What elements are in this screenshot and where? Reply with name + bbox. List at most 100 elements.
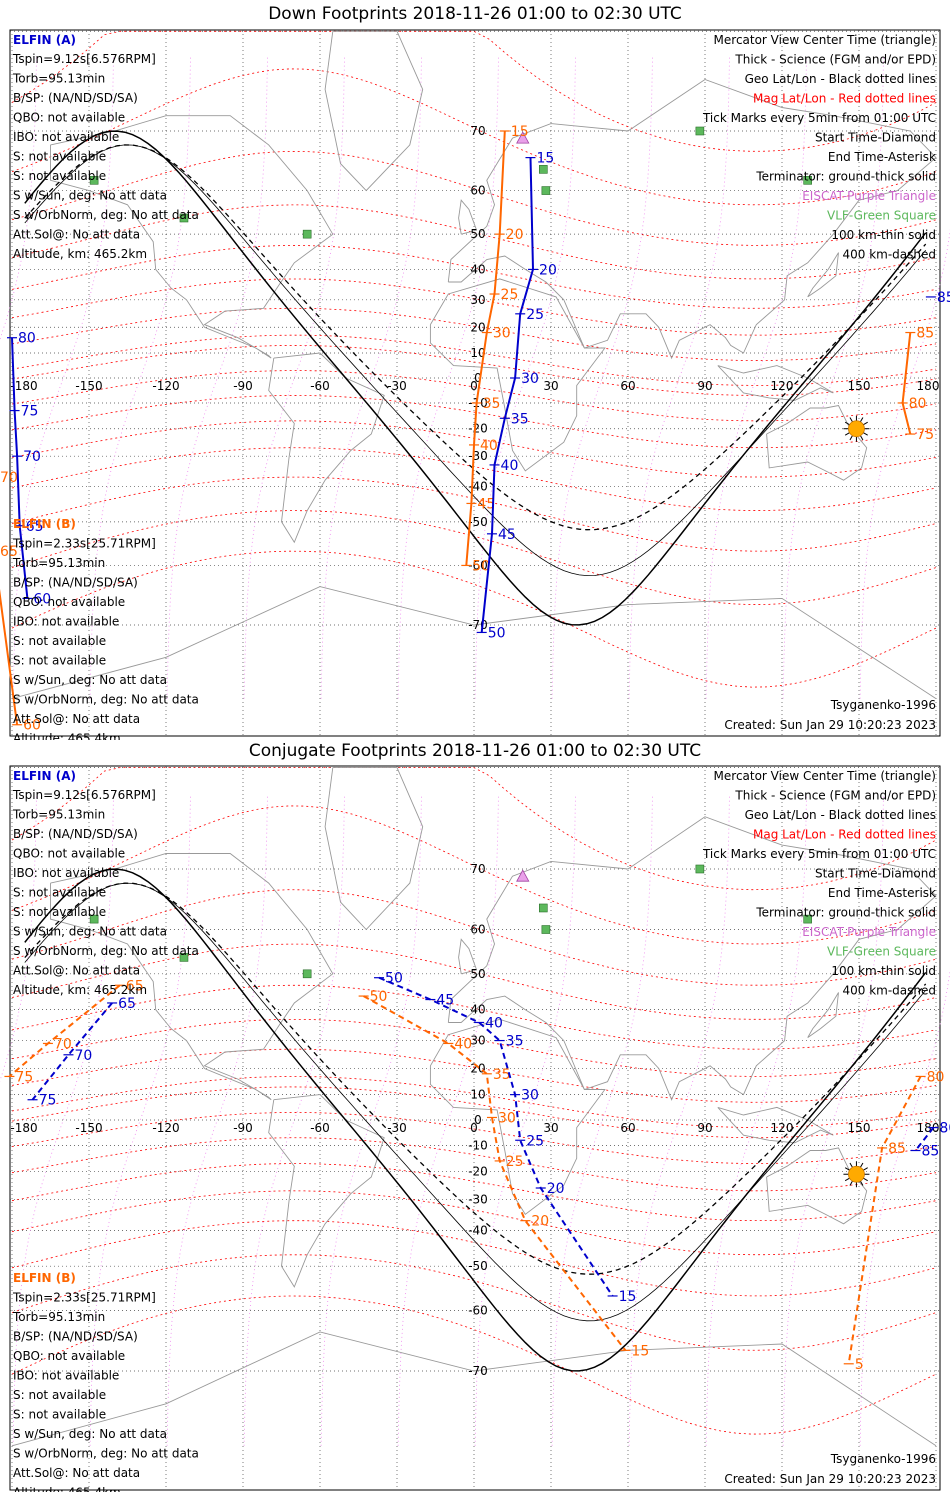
elfin-b-track-tick-label: 75: [916, 427, 934, 443]
elfin-b-track-tick-label: 50: [370, 989, 388, 1005]
mag-lon-line: [243, 57, 345, 699]
lon-label: 90: [697, 379, 712, 393]
elfin-a-info-line: IBO: not available: [13, 866, 119, 880]
lon-label: 180: [917, 379, 940, 393]
lat-label: -10: [468, 1138, 488, 1152]
lon-label: 150: [848, 1121, 871, 1135]
lon-label: 60: [620, 1121, 635, 1135]
mag-lat-line: [11, 943, 937, 1020]
map-frame: [9, 29, 941, 737]
axis-labels: -180 -150 -120 -90 -60 -30 0 30 60 90 120 150 180706…: [10, 862, 939, 1378]
sun-ray: [844, 1167, 850, 1171]
elfin-a-info-line: QBO: not available: [13, 847, 125, 861]
lon-label: -30: [387, 379, 407, 393]
lon-label: 60: [620, 379, 635, 393]
vlf-square: [803, 914, 812, 924]
elfin-b-track-tick-label: 45: [477, 496, 495, 512]
elfin-a-track-line: [31, 1002, 113, 1101]
lon-label: 0: [470, 1121, 478, 1135]
conjugate-footprints-title: Conjugate Footprints 2018-11-26 01:00 to…: [248, 741, 702, 761]
mag-lat-line: [11, 1111, 937, 1164]
lat-label: -50: [468, 1259, 488, 1273]
elfin-b-info-line: Altitude: 465.4km: [13, 732, 121, 741]
elfin-a-info-line: IBO: not available: [13, 130, 119, 144]
elfin-b-info-line: Att.Sol@: No att data: [13, 1466, 140, 1480]
terminator-line: [24, 882, 927, 1322]
elfin-b-info-line: S w/OrbNorm, deg: No att data: [13, 693, 199, 707]
lat-label: 10: [470, 346, 485, 360]
mag-lat-line: [11, 1190, 937, 1256]
elfin-b-info-line: Att.Sol@: No att data: [13, 712, 140, 726]
elfin-a-info-line: Tspin=9.12s[6.576RPM]: [12, 52, 156, 66]
elfin-b-track-tick-label: 75: [15, 1069, 33, 1085]
lon-label: -150: [75, 379, 102, 393]
vlf-square: [803, 176, 812, 185]
lon-label: 180: [917, 1121, 940, 1135]
legend-item: Tick Marks every 5min from 01:00 UTC: [702, 847, 936, 861]
lat-label: 0: [474, 371, 482, 385]
lon-label: -90: [233, 379, 253, 393]
created-label: Created: Sun Jan 29 10:20:23 2023: [724, 718, 936, 732]
elfin-a-track-tick-label: 65: [118, 996, 136, 1012]
elfin-b-track-line: [465, 130, 506, 566]
elfin-b-track-tick-label: 65: [0, 544, 18, 560]
elfin-a-track-tick-label: 30: [521, 1088, 539, 1104]
coastline: [324, 30, 424, 192]
elfin-b-track-tick-label: 25: [501, 287, 519, 303]
elfin-b-track-tick-label: 65: [126, 978, 144, 994]
elfin-a-track-line: [914, 1126, 935, 1152]
lon-label: -30: [387, 1121, 407, 1135]
elfin-b-track-line: [0, 588, 19, 725]
elfin-b-track-tick-label: 25: [506, 1154, 524, 1170]
lon-label: 120: [771, 379, 794, 393]
elfin-a-info-line: S w/OrbNorm, deg: No att data: [13, 208, 199, 222]
lat-label: -20: [468, 1165, 488, 1179]
eiscat-triangle: [516, 131, 530, 144]
coastline: [50, 115, 334, 359]
vlf-square: [302, 969, 312, 979]
elfin-a-track-tick-label: 50: [385, 971, 403, 987]
mag-lat-line: [11, 767, 937, 891]
lat-label: -70: [468, 1364, 488, 1378]
model-label: Tsyganenko-1996: [830, 1452, 936, 1466]
terminator: [24, 868, 927, 1372]
coastline: [268, 352, 385, 544]
lat-label: -30: [468, 1192, 488, 1206]
stations: [89, 126, 812, 239]
elfin-b-track-tick-label: 40: [454, 1036, 472, 1052]
elfin-a-track-tick-label: 45: [498, 527, 516, 543]
mag-lat-line: [11, 1086, 937, 1139]
coastline: [717, 1106, 834, 1144]
elfin-a-info-line: S: not available: [13, 169, 106, 183]
mag-lon-line: [397, 57, 499, 699]
elfin-a-track-tick-label: 40: [501, 458, 519, 474]
elfin-b-track-tick-label: 30: [493, 326, 511, 342]
elfin-b-info-line: S: not available: [13, 1408, 106, 1422]
sun-ray: [849, 417, 853, 423]
elfin-a-info-line: Torb=95.13min: [12, 808, 105, 822]
elfin-b-info-line: S: not available: [13, 654, 106, 668]
terminator-line: [24, 144, 927, 531]
sun-ray: [844, 421, 850, 426]
lon-label: 30: [543, 379, 558, 393]
elfin-a-track-tick-label: 25: [526, 1133, 544, 1149]
elfin-a-track-tick-label: 35: [511, 411, 529, 427]
elfin-b-track-tick-label: 60: [23, 718, 41, 734]
lat-label: 30: [470, 293, 485, 307]
terminator: [24, 130, 927, 626]
mag-lon-line: [12, 57, 114, 699]
lat-label: 0: [474, 1113, 482, 1127]
elfin-b-track-tick-label: 50: [472, 558, 490, 574]
vlf-square: [538, 903, 548, 913]
coastline: [11, 586, 937, 700]
mag-lon-line: [89, 57, 191, 699]
mag-lon-line: [320, 57, 422, 699]
elfin-b-track-tick-label: 20: [531, 1214, 549, 1230]
footprint-tracks: 15 20 25 30 35 40 45 50 85 80 75 70 65 60 15 20 25 30 35 40…: [0, 124, 950, 734]
mag-lon-line: [166, 57, 268, 699]
coastline: [324, 767, 424, 931]
elfin-a-track-tick-label: 50: [488, 625, 506, 641]
lat-label: -60: [468, 1303, 488, 1317]
vlf-square: [89, 914, 99, 924]
elfin-a-info-line: S: not available: [13, 150, 106, 164]
